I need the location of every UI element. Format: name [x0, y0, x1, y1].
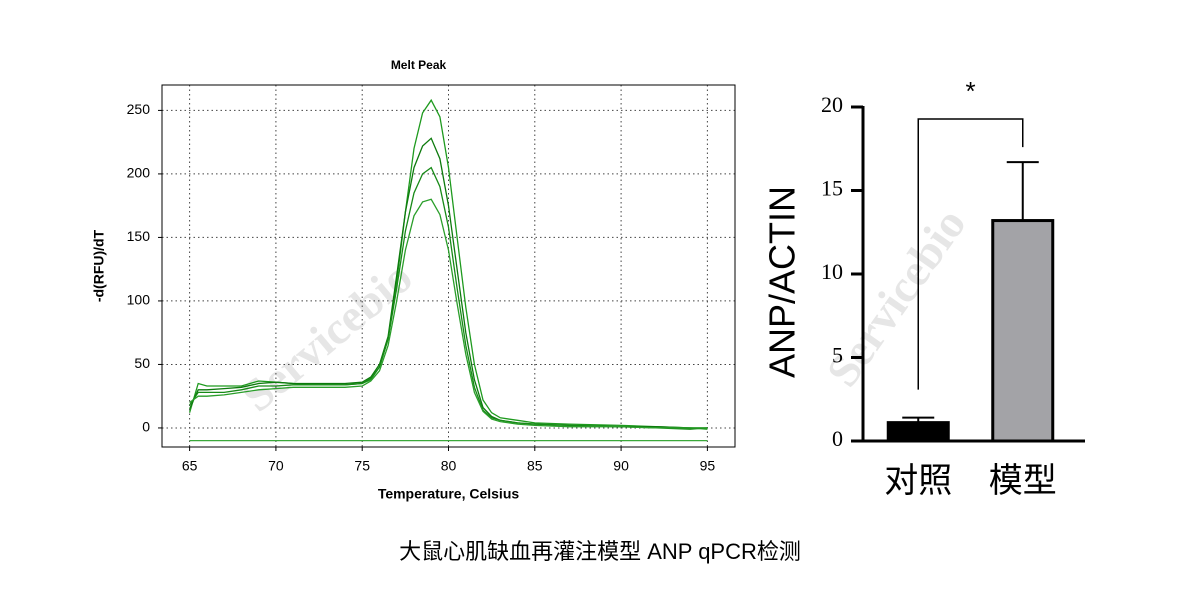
- chart-title: Melt Peak: [391, 58, 447, 72]
- plot-frame: [161, 84, 736, 448]
- y-tick-label: 250: [127, 101, 151, 117]
- y-tick-label: 50: [134, 355, 150, 371]
- y-tick-label: 200: [127, 165, 151, 181]
- bar: [886, 421, 950, 443]
- significance-bracket: [917, 118, 1024, 390]
- y-tick-label: 10: [821, 259, 843, 284]
- x-tick-label: 对照: [884, 462, 952, 500]
- melt-curve: [189, 198, 708, 429]
- y-tick-label: 0: [142, 419, 150, 435]
- x-tick-label: 模型: [989, 462, 1057, 500]
- bar: [991, 219, 1055, 443]
- melt-curve: [188, 98, 708, 430]
- x-tick-label: 75: [354, 458, 370, 474]
- y-tick-label: 15: [821, 176, 843, 201]
- significance-label: *: [965, 76, 975, 106]
- watermark: Servicebio: [232, 251, 421, 421]
- y-axis-label: ANP/ACTIN: [762, 186, 803, 378]
- x-tick-label: 85: [527, 458, 543, 474]
- x-tick-label: 80: [441, 458, 457, 474]
- y-tick-label: 100: [127, 292, 151, 308]
- melt-curve: [189, 166, 708, 430]
- x-tick-label: 70: [268, 458, 284, 474]
- y-axis-label: -d(RFU)/dT: [91, 229, 107, 302]
- x-tick-label: 90: [613, 458, 629, 474]
- y-tick-label: 150: [127, 228, 151, 244]
- y-tick-label: 0: [832, 426, 843, 451]
- caption: 大鼠心肌缺血再灌注模型 ANP qPCR检测: [399, 539, 801, 564]
- y-tick-label: 20: [821, 92, 843, 117]
- x-axis-label: Temperature, Celsius: [378, 486, 520, 502]
- x-tick-label: 95: [700, 458, 716, 474]
- x-tick-label: 65: [182, 458, 198, 474]
- y-tick-label: 5: [832, 343, 843, 368]
